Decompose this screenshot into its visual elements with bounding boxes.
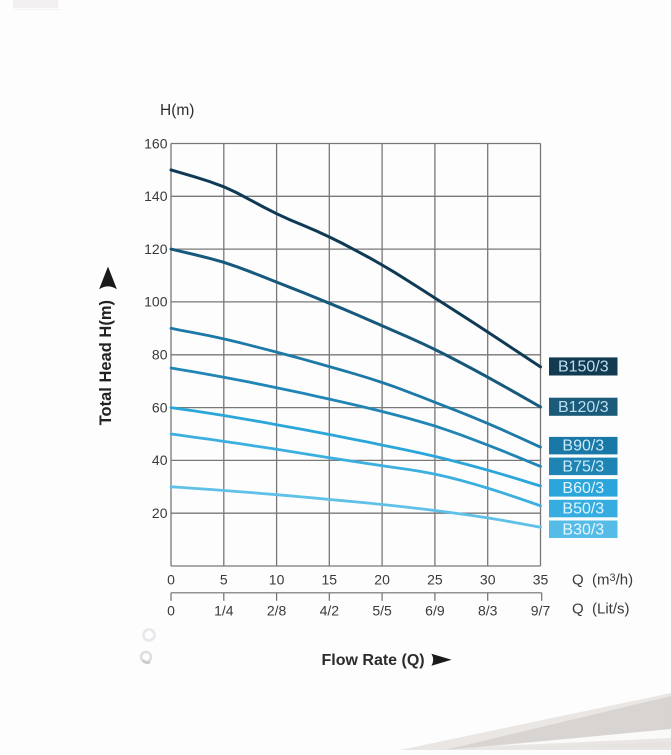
svg-text:6/9: 6/9 xyxy=(425,603,445,619)
svg-text:0: 0 xyxy=(167,603,175,619)
svg-text:B90/3: B90/3 xyxy=(562,438,604,455)
svg-text:25: 25 xyxy=(427,572,443,588)
svg-text:9/7: 9/7 xyxy=(531,603,551,619)
svg-text:Flow Rate (Q): Flow Rate (Q) xyxy=(322,652,425,669)
svg-text:B120/3: B120/3 xyxy=(558,399,609,416)
svg-text:160: 160 xyxy=(144,135,168,151)
svg-text:Q (m3/h): Q (m3/h) xyxy=(572,572,633,589)
svg-text:4/2: 4/2 xyxy=(320,603,340,619)
svg-text:20: 20 xyxy=(152,505,168,521)
svg-text:15: 15 xyxy=(322,572,338,588)
svg-text:60: 60 xyxy=(152,399,168,415)
svg-text:40: 40 xyxy=(152,452,168,468)
svg-text:0: 0 xyxy=(167,572,175,588)
svg-text:B30/3: B30/3 xyxy=(562,521,604,538)
svg-text:140: 140 xyxy=(144,188,168,204)
svg-text:Total Head H(m): Total Head H(m) xyxy=(97,300,115,425)
svg-text:B60/3: B60/3 xyxy=(562,480,604,497)
svg-text:H(m): H(m) xyxy=(160,102,194,119)
svg-text:35: 35 xyxy=(533,572,549,588)
svg-text:Q (Lit/s): Q (Lit/s) xyxy=(572,601,630,618)
svg-text:10: 10 xyxy=(269,572,285,588)
svg-text:100: 100 xyxy=(144,294,168,310)
svg-text:1/4: 1/4 xyxy=(214,603,234,619)
svg-text:2/8: 2/8 xyxy=(267,603,287,619)
svg-text:120: 120 xyxy=(144,241,168,257)
svg-text:B150/3: B150/3 xyxy=(558,359,609,376)
svg-text:20: 20 xyxy=(374,572,390,588)
svg-text:B50/3: B50/3 xyxy=(562,501,604,518)
svg-text:5: 5 xyxy=(220,572,228,588)
svg-text:5/5: 5/5 xyxy=(372,603,392,619)
svg-text:80: 80 xyxy=(152,347,168,363)
svg-text:30: 30 xyxy=(480,572,496,588)
svg-text:B75/3: B75/3 xyxy=(562,458,604,475)
svg-text:8/3: 8/3 xyxy=(478,603,498,619)
